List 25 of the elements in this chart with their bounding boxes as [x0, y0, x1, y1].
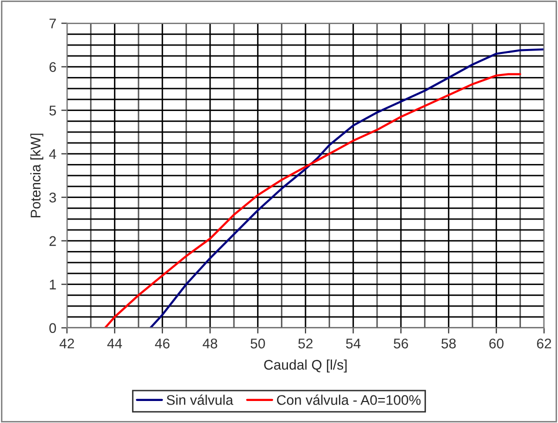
y-tick-label: 4: [49, 149, 56, 159]
x-tick-label: 44: [107, 338, 122, 348]
x-tick-label: 56: [394, 338, 408, 348]
y-tick-label: 3: [49, 192, 56, 202]
line-series: [149, 48, 544, 328]
legend-label: Sin válvula: [166, 394, 234, 405]
x-tick-label: 50: [250, 338, 265, 348]
x-axis-title: Caudal Q [l/s]: [264, 360, 347, 372]
y-tick-label: 6: [50, 62, 56, 72]
x-tick-label: 58: [441, 338, 456, 348]
y-tick-label: 7: [50, 18, 56, 28]
y-axis-title: Potencia [kW]: [30, 134, 44, 218]
y-tick-label: 1: [50, 280, 56, 290]
line-series: [104, 73, 522, 328]
legend-label: Con válvula - A0=100%: [277, 394, 421, 405]
x-tick-label: 60: [489, 338, 504, 348]
x-tick-label: 42: [60, 338, 74, 348]
y-tick-label: 0: [49, 323, 56, 333]
y-tick-label: 5: [49, 106, 56, 116]
x-tick-label: 52: [298, 338, 313, 348]
y-tick-label: 2: [50, 236, 56, 246]
x-tick-label: 46: [154, 338, 170, 348]
x-tick-label: 62: [537, 338, 552, 348]
x-tick-label: 54: [346, 338, 361, 348]
x-tick-label: 48: [202, 338, 218, 348]
